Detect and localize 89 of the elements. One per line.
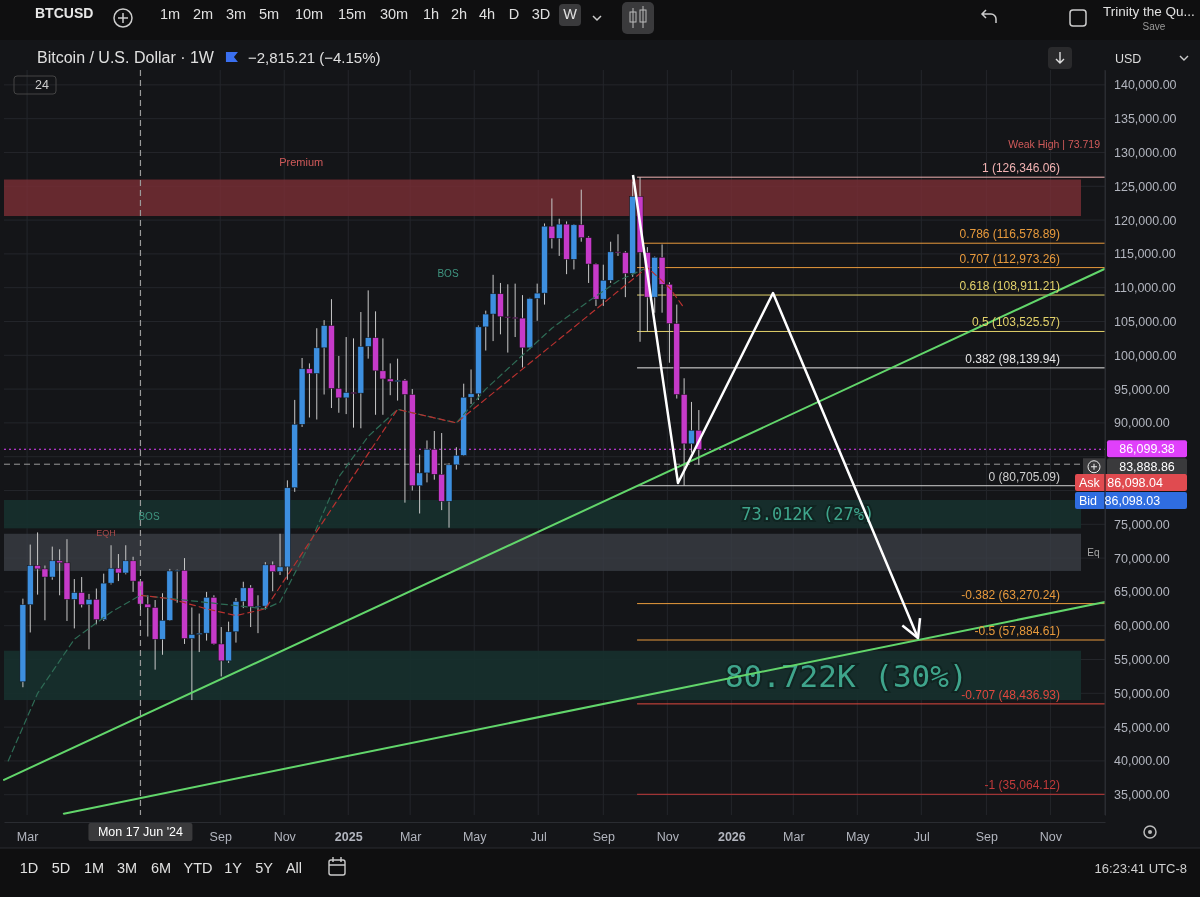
x-tick-label: Nov [273, 829, 297, 844]
x-tick-label: Nov [656, 829, 680, 844]
y-tick-label: 120,000.00 [1114, 213, 1177, 228]
text: 3D [531, 6, 551, 22]
text: 1D [19, 860, 39, 876]
ref-line-label: 0 (80,705.09) [988, 469, 1060, 484]
ref-line-label: 86,099.38 [1119, 442, 1175, 457]
y-tick-label: 55,000.00 [1114, 653, 1170, 668]
x-tick-label: Sep [592, 829, 615, 844]
ref-line-label: Mon 17 Jun '24 [97, 825, 184, 839]
text: 16:23:41 UTC-8 [1094, 861, 1187, 876]
text: D [508, 6, 520, 22]
x-tick-label: Jul [913, 829, 930, 844]
ref-line-label: 0.707 (112,973.26) [959, 251, 1060, 266]
y-tick-label: 60,000.00 [1114, 619, 1170, 634]
y-tick-label: 40,000.00 [1114, 754, 1170, 769]
text: 30m [379, 6, 409, 22]
text: 3m [225, 6, 247, 22]
text: 5m [258, 6, 280, 22]
ref-line-label: 1 (126,346.06) [981, 161, 1060, 176]
text: 1m [159, 6, 181, 22]
x-tick-label: May [462, 829, 488, 844]
annotation: BOS [138, 511, 160, 522]
x-tick-label: 2025 [334, 829, 363, 844]
text: 15m [337, 6, 367, 22]
ref-line-label: -1 (35,064.12) [984, 778, 1060, 793]
text: 6M [150, 860, 172, 876]
y-tick-label: 125,000.00 [1114, 179, 1177, 194]
y-tick-label: 140,000.00 [1114, 78, 1177, 93]
x-tick-label: Mar [783, 829, 805, 844]
text: 5Y [255, 860, 274, 876]
annotation: Bid 86,098.03 [1079, 494, 1161, 508]
text: 3M [116, 860, 138, 876]
text: USD [1115, 52, 1142, 66]
text: 5D [51, 860, 71, 876]
text: 1Y [224, 860, 243, 876]
text: 10m [294, 6, 324, 22]
y-tick-label: 95,000.00 [1114, 382, 1170, 397]
annotation: 24 [35, 78, 49, 92]
x-tick-label: Sep [209, 829, 232, 844]
x-tick-label: Nov [1039, 829, 1063, 844]
band-label: Eq [1087, 546, 1100, 558]
annotation: Weak High | 73.719 [1008, 138, 1101, 150]
text: BTCUSD [35, 5, 94, 21]
y-tick-label: 135,000.00 [1114, 112, 1177, 127]
y-tick-label: 75,000.00 [1114, 517, 1170, 532]
y-tick-label: 110,000.00 [1114, 281, 1176, 296]
annotation: EQH [96, 528, 116, 538]
y-tick-label: 90,000.00 [1114, 416, 1170, 431]
y-tick-label: 35,000.00 [1114, 788, 1170, 803]
annotation: BOS [437, 268, 459, 279]
y-tick-label: 50,000.00 [1114, 686, 1170, 701]
annotation: Ask 86,098.04 [1079, 476, 1163, 490]
x-tick-label: Mar [16, 829, 39, 844]
chart-title: Bitcoin / U.S. Dollar · 1W [37, 49, 215, 66]
text: Trinity the Qu... [1103, 4, 1195, 19]
text: 1M [83, 860, 105, 876]
y-tick-label: 70,000.00 [1114, 551, 1170, 566]
y-tick-label: 65,000.00 [1114, 585, 1170, 600]
text: YTD [183, 860, 213, 876]
x-tick-label: May [845, 829, 871, 844]
chart-subtitle: −2,815.21 (−4.15%) [247, 49, 381, 66]
text: 2h [450, 6, 468, 22]
band-label: Premium [279, 155, 324, 168]
text: 1h [422, 6, 440, 22]
text: 2m [192, 6, 214, 22]
y-tick-label: 105,000.00 [1114, 314, 1177, 329]
ref-line-label: 83,888.86 [1119, 460, 1175, 475]
text: Save [1142, 21, 1166, 32]
ref-line-label: 0.382 (98,139.94) [965, 351, 1060, 366]
y-tick-label: 130,000.00 [1114, 145, 1177, 160]
x-tick-label: 2026 [717, 829, 746, 844]
ref-line-label: -0.707 (48,436.93) [961, 687, 1060, 702]
line-series [7, 266, 648, 762]
text: W [563, 6, 578, 22]
x-tick-label: Sep [975, 829, 999, 844]
y-tick-label: 45,000.00 [1114, 720, 1170, 735]
x-tick-label: Mar [399, 829, 422, 844]
line-series [139, 266, 685, 617]
y-tick-label: 100,000.00 [1114, 348, 1177, 363]
y-tick-label: 115,000.00 [1114, 247, 1176, 262]
ref-line-label: 0.786 (116,578.89) [959, 227, 1060, 242]
ref-line-label: 0.618 (108,911.21) [959, 279, 1060, 294]
ref-line-label: -0.382 (63,270.24) [961, 587, 1060, 602]
ref-line-label: -0.5 (57,884.61) [974, 624, 1060, 639]
ref-line-label: 0.5 (103,525.57) [971, 315, 1060, 330]
text: 4h [478, 6, 496, 22]
text: All [285, 860, 303, 876]
x-tick-label: Jul [530, 829, 547, 844]
